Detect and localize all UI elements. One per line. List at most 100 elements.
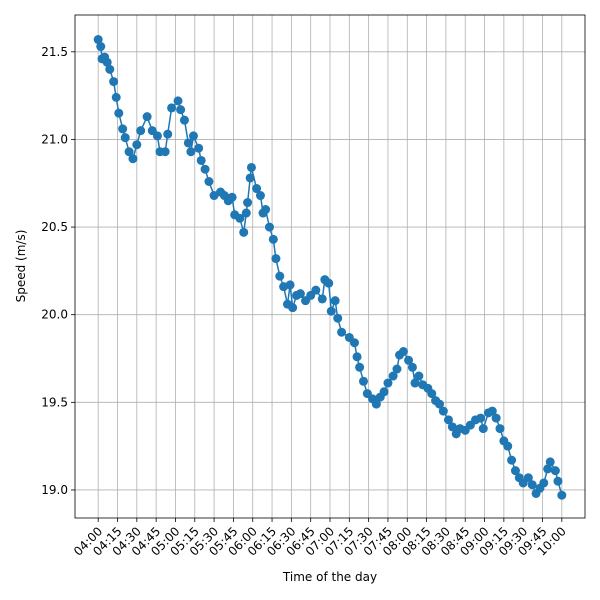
- data-point: [495, 424, 505, 434]
- data-point: [379, 387, 389, 397]
- data-point: [186, 147, 196, 157]
- data-point: [383, 378, 393, 388]
- data-point: [295, 289, 305, 299]
- data-point: [271, 254, 281, 264]
- data-point: [261, 205, 271, 215]
- data-point: [438, 406, 448, 416]
- data-point: [241, 208, 251, 218]
- data-point: [311, 285, 321, 295]
- data-point: [120, 133, 130, 143]
- data-point: [545, 457, 555, 467]
- data-point: [398, 347, 408, 357]
- data-point: [510, 466, 520, 476]
- data-point: [167, 103, 177, 113]
- data-point: [407, 362, 417, 372]
- data-point: [410, 378, 420, 388]
- data-point: [204, 176, 214, 186]
- data-point: [152, 131, 162, 141]
- data-point: [128, 154, 138, 164]
- data-point: [337, 327, 347, 337]
- data-point: [349, 338, 359, 348]
- data-point: [105, 64, 115, 74]
- data-point: [317, 294, 327, 304]
- data-point: [255, 191, 265, 201]
- data-point: [326, 306, 336, 316]
- data-point: [447, 422, 457, 432]
- x-axis-label: Time of the day: [282, 570, 377, 584]
- data-point: [160, 147, 170, 157]
- data-point: [358, 376, 368, 386]
- data-point: [252, 184, 262, 194]
- data-point: [102, 57, 112, 67]
- data-point: [553, 476, 563, 486]
- y-tick-label: 21.5: [41, 45, 68, 59]
- data-point: [371, 399, 381, 409]
- data-point: [330, 296, 340, 306]
- data-point: [163, 129, 173, 139]
- data-point: [404, 355, 414, 365]
- data-point: [443, 415, 453, 425]
- data-point: [275, 271, 285, 281]
- data-point: [434, 399, 444, 409]
- data-point: [527, 480, 537, 490]
- data-point: [246, 162, 256, 172]
- data-point: [427, 389, 437, 399]
- data-point: [268, 234, 278, 244]
- data-point: [173, 96, 183, 106]
- data-point: [111, 92, 121, 102]
- data-point: [239, 227, 249, 237]
- data-point: [507, 455, 517, 465]
- data-point: [235, 213, 245, 223]
- data-point: [200, 164, 210, 174]
- y-axis-label: Speed (m/s): [14, 230, 28, 303]
- y-tick-label: 20.0: [41, 308, 68, 322]
- data-point: [132, 140, 142, 150]
- data-point: [355, 362, 365, 372]
- data-point: [194, 143, 204, 153]
- data-point: [503, 441, 513, 451]
- y-tick-label: 19.5: [41, 395, 68, 409]
- data-point: [478, 424, 488, 434]
- data-point: [333, 313, 343, 323]
- data-point: [176, 105, 186, 115]
- data-point: [388, 371, 398, 381]
- plot-layer: [93, 35, 567, 500]
- data-point: [491, 413, 501, 423]
- data-point: [136, 126, 146, 136]
- data-point: [93, 35, 103, 45]
- data-point: [352, 352, 362, 362]
- data-point: [114, 108, 124, 118]
- data-point: [179, 115, 189, 125]
- data-point: [414, 371, 424, 381]
- data-point: [288, 303, 298, 313]
- data-point: [523, 473, 533, 483]
- data-point: [109, 77, 119, 87]
- grid-layer: [75, 15, 585, 518]
- data-point: [264, 222, 274, 232]
- data-point: [557, 490, 567, 500]
- data-point: [487, 406, 497, 416]
- y-tick-label: 21.0: [41, 132, 68, 146]
- data-point: [392, 364, 402, 374]
- data-point: [245, 173, 255, 183]
- y-tick-label: 20.5: [41, 220, 68, 234]
- data-point: [227, 192, 237, 202]
- data-point: [243, 198, 253, 208]
- data-point: [118, 124, 128, 134]
- data-point: [196, 155, 206, 165]
- data-point: [543, 464, 553, 474]
- data-point: [124, 147, 134, 157]
- data-point: [324, 278, 334, 288]
- data-point: [142, 112, 152, 122]
- data-point: [285, 280, 295, 290]
- y-tick-label: 19.0: [41, 483, 68, 497]
- data-point: [96, 42, 106, 52]
- data-point: [188, 131, 198, 141]
- data-point: [539, 478, 549, 488]
- data-point: [183, 138, 193, 148]
- data-point: [550, 466, 560, 476]
- data-point: [476, 413, 486, 423]
